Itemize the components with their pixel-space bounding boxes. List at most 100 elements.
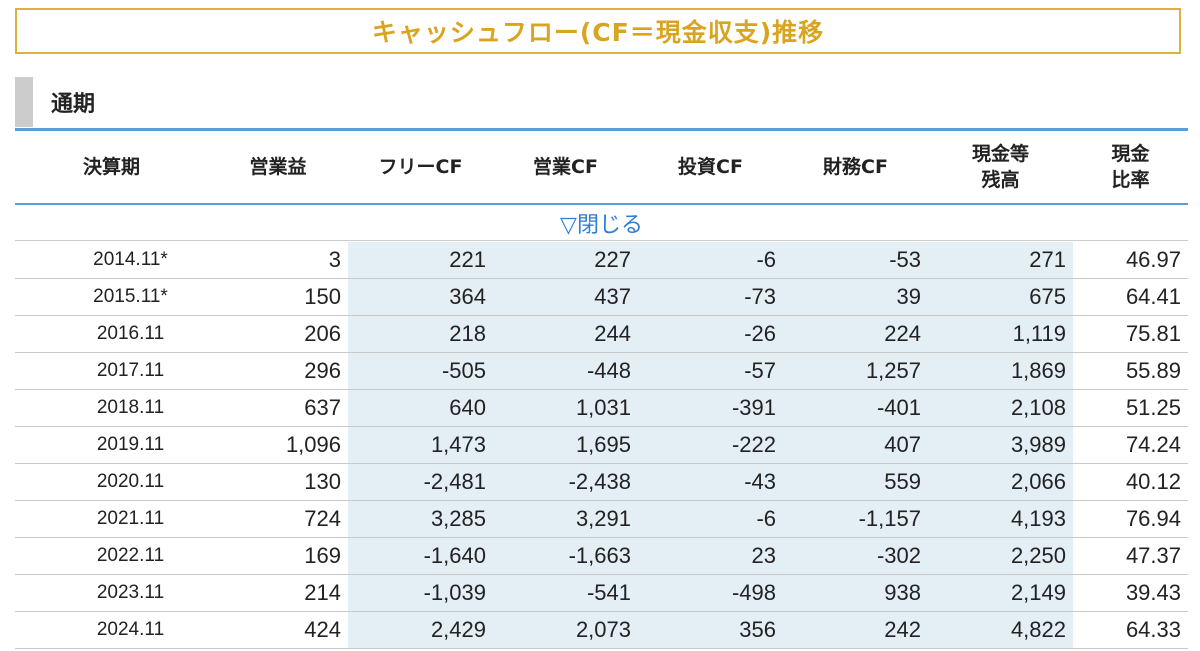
table-row: 2020.11 130 -2,481 -2,438 -43 559 2,066 40.12 [15, 463, 1188, 501]
cell-cash-ratio: 55.89 [1073, 352, 1188, 390]
cell-financing-cf: 224 [783, 315, 928, 353]
cell-period: 2020.11 [15, 463, 208, 501]
cell-cash-balance: 2,149 [928, 574, 1073, 612]
cell-free-cf: -2,481 [348, 463, 493, 501]
cell-cash-balance: 4,193 [928, 500, 1073, 538]
table-row: 2023.11 214 -1,039 -541 -498 938 2,149 39.43 [15, 574, 1188, 612]
cell-cash-balance: 2,066 [928, 463, 1073, 501]
cell-cash-ratio: 64.41 [1073, 278, 1188, 316]
cell-operating-profit: 1,096 [208, 426, 348, 464]
col-header-financing-cf: 財務CF [823, 156, 888, 178]
cell-operating-profit: 724 [208, 500, 348, 538]
cell-cash-ratio: 40.12 [1073, 463, 1188, 501]
cell-cash-ratio: 75.81 [1073, 315, 1188, 353]
header-divider [15, 128, 1188, 131]
cell-period: 2019.11 [15, 426, 208, 464]
cell-period: 2023.11 [15, 574, 208, 612]
cell-cash-ratio: 64.33 [1073, 611, 1188, 649]
cell-free-cf: 2,429 [348, 611, 493, 649]
cell-free-cf: 218 [348, 315, 493, 353]
title-box: キャッシュフロー(CF＝現金収支)推移 [15, 8, 1181, 54]
col-header-period: 決算期 [82, 156, 140, 178]
cell-cash-ratio: 46.97 [1073, 242, 1188, 279]
col-header-operating-profit: 営業益 [249, 156, 307, 178]
cell-operating-cf: -541 [493, 574, 638, 612]
cell-cash-ratio: 76.94 [1073, 500, 1188, 538]
col-header-operating-cf: 営業CF [533, 156, 598, 178]
cell-financing-cf: 1,257 [783, 352, 928, 390]
table-row: 2024.11 424 2,429 2,073 356 242 4,822 64.33 [15, 611, 1188, 649]
cell-financing-cf: -401 [783, 389, 928, 427]
table-row: 2018.11 637 640 1,031 -391 -401 2,108 51.25 [15, 389, 1188, 427]
cell-free-cf: -1,640 [348, 537, 493, 575]
cell-operating-profit: 206 [208, 315, 348, 353]
cell-financing-cf: 39 [783, 278, 928, 316]
table-row: 2021.11 724 3,285 3,291 -6 -1,157 4,193 76.94 [15, 500, 1188, 538]
cell-period: 2024.11 [15, 611, 208, 649]
cell-period: 2022.11 [15, 537, 208, 575]
cell-cash-balance: 3,989 [928, 426, 1073, 464]
cell-operating-cf: -1,663 [493, 537, 638, 575]
cell-investing-cf: -26 [638, 315, 783, 353]
cell-cash-balance: 271 [928, 242, 1073, 279]
cell-period: 2014.11* [15, 242, 208, 279]
cell-operating-cf: 437 [493, 278, 638, 316]
cell-cash-ratio: 47.37 [1073, 537, 1188, 575]
cell-free-cf: 221 [348, 242, 493, 279]
cell-period: 2016.11 [15, 315, 208, 353]
cell-financing-cf: 938 [783, 574, 928, 612]
cell-investing-cf: -391 [638, 389, 783, 427]
section-header: 通期 [15, 76, 1188, 128]
table-row: 2019.11 1,096 1,473 1,695 -222 407 3,989 74.24 [15, 426, 1188, 464]
cell-investing-cf: -222 [638, 426, 783, 464]
cell-operating-profit: 214 [208, 574, 348, 612]
cell-investing-cf: 23 [638, 537, 783, 575]
cell-cash-balance: 2,250 [928, 537, 1073, 575]
cell-operating-cf: 1,031 [493, 389, 638, 427]
cell-operating-cf: 227 [493, 242, 638, 279]
col-header-free-cf: フリーCF [378, 156, 463, 178]
cell-operating-profit: 637 [208, 389, 348, 427]
cell-period: 2017.11 [15, 352, 208, 390]
table-header: 決算期 営業益 フリーCF 営業CF 投資CF 財務CF 現金等 残高 現金 比… [15, 131, 1188, 205]
cell-operating-profit: 150 [208, 278, 348, 316]
cell-financing-cf: -302 [783, 537, 928, 575]
cell-period: 2018.11 [15, 389, 208, 427]
cell-cash-balance: 1,869 [928, 352, 1073, 390]
cell-cash-ratio: 74.24 [1073, 426, 1188, 464]
cell-operating-profit: 296 [208, 352, 348, 390]
cell-cash-ratio: 39.43 [1073, 574, 1188, 612]
cell-investing-cf: -6 [638, 500, 783, 538]
section-marker-bar [15, 77, 33, 127]
cell-investing-cf: -43 [638, 463, 783, 501]
cell-operating-profit: 424 [208, 611, 348, 649]
cell-free-cf: 1,473 [348, 426, 493, 464]
cell-investing-cf: -57 [638, 352, 783, 390]
cell-investing-cf: -6 [638, 242, 783, 279]
cell-cash-ratio: 51.25 [1073, 389, 1188, 427]
cell-operating-cf: 244 [493, 315, 638, 353]
cell-period: 2015.11* [15, 278, 208, 316]
cell-operating-cf: 1,695 [493, 426, 638, 464]
cell-free-cf: -505 [348, 352, 493, 390]
table-row: 2017.11 296 -505 -448 -57 1,257 1,869 55.89 [15, 352, 1188, 390]
cell-investing-cf: 356 [638, 611, 783, 649]
cell-operating-profit: 3 [208, 242, 348, 279]
cell-operating-profit: 130 [208, 463, 348, 501]
cell-cash-balance: 675 [928, 278, 1073, 316]
collapse-toggle-link[interactable]: ▽閉じる [560, 212, 643, 238]
cell-cash-balance: 1,119 [928, 315, 1073, 353]
cell-free-cf: 640 [348, 389, 493, 427]
table-row: 2015.11* 150 364 437 -73 39 675 64.41 [15, 278, 1188, 316]
toggle-row: ▽閉じる [15, 205, 1188, 241]
page-title: キャッシュフロー(CF＝現金収支)推移 [371, 18, 825, 47]
cashflow-table: 2014.11* 3 221 227 -6 -53 271 46.97 2015.11* 150 3… [15, 242, 1188, 649]
cell-cash-balance: 4,822 [928, 611, 1073, 649]
cell-operating-cf: -2,438 [493, 463, 638, 501]
col-header-cash-balance: 現金等 残高 [971, 143, 1029, 191]
cell-investing-cf: -73 [638, 278, 783, 316]
cell-financing-cf: 559 [783, 463, 928, 501]
cell-free-cf: 3,285 [348, 500, 493, 538]
cell-period: 2021.11 [15, 500, 208, 538]
table-row: 2022.11 169 -1,640 -1,663 23 -302 2,250 47.37 [15, 537, 1188, 575]
